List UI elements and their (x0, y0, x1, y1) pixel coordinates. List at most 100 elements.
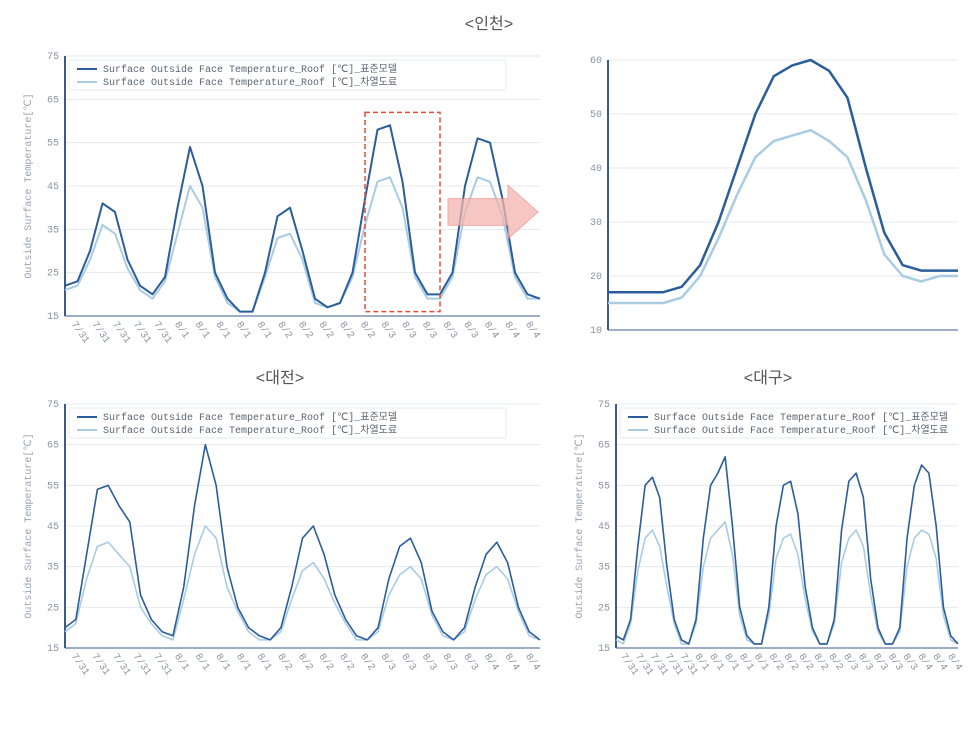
svg-text:8/1: 8/1 (171, 651, 191, 673)
svg-text:Outside Surface Temperature[℃]: Outside Surface Temperature[℃] (23, 93, 35, 278)
svg-text:8/4: 8/4 (481, 651, 501, 673)
svg-text:45: 45 (47, 182, 59, 193)
svg-text:8/1: 8/1 (736, 651, 756, 673)
svg-text:8/2: 8/2 (810, 651, 830, 673)
svg-text:8/2: 8/2 (825, 651, 845, 673)
svg-text:Outside Surface Temperature[℃]: Outside Surface Temperature[℃] (574, 433, 586, 618)
svg-text:8/2: 8/2 (274, 319, 294, 341)
svg-text:8/4: 8/4 (522, 651, 542, 673)
svg-text:8/1: 8/1 (233, 651, 253, 673)
svg-text:8/1: 8/1 (171, 319, 191, 341)
incheon-main-chart: 152535455565757/317/317/317/317/318/18/1… (10, 38, 550, 358)
svg-text:8/3: 8/3 (460, 319, 480, 341)
svg-text:8/3: 8/3 (440, 651, 460, 673)
svg-text:40: 40 (590, 164, 602, 175)
svg-text:35: 35 (47, 563, 59, 574)
svg-text:8/1: 8/1 (192, 319, 212, 341)
svg-text:8/4: 8/4 (915, 651, 935, 673)
title-incheon: <인천> (10, 10, 968, 34)
svg-text:55: 55 (598, 481, 610, 492)
title-daegu: <대구> (568, 364, 968, 388)
svg-text:8/2: 8/2 (316, 319, 336, 341)
svg-text:8/2: 8/2 (357, 319, 377, 341)
svg-text:Surface Outside Face Temperatu: Surface Outside Face Temperature_Roof [℃… (103, 411, 397, 424)
svg-text:8/4: 8/4 (502, 319, 522, 341)
svg-text:20: 20 (590, 272, 602, 283)
svg-text:8/3: 8/3 (900, 651, 920, 673)
svg-text:7/31: 7/31 (109, 651, 133, 678)
svg-text:50: 50 (590, 110, 602, 121)
svg-text:8/2: 8/2 (295, 651, 315, 673)
svg-text:8/3: 8/3 (440, 319, 460, 341)
daegu-chart: 152535455565757/317/317/317/317/318/18/1… (568, 390, 968, 690)
svg-text:35: 35 (598, 563, 610, 574)
svg-text:8/3: 8/3 (419, 651, 439, 673)
svg-text:15: 15 (47, 644, 59, 655)
svg-text:8/1: 8/1 (254, 319, 274, 341)
svg-text:8/2: 8/2 (336, 651, 356, 673)
svg-text:8/3: 8/3 (855, 651, 875, 673)
svg-text:65: 65 (598, 441, 610, 452)
svg-text:7/31: 7/31 (130, 651, 154, 678)
svg-text:35: 35 (47, 225, 59, 236)
svg-text:75: 75 (47, 52, 59, 63)
svg-text:8/4: 8/4 (522, 319, 542, 341)
svg-text:45: 45 (47, 522, 59, 533)
svg-text:8/2: 8/2 (295, 319, 315, 341)
svg-text:8/2: 8/2 (357, 651, 377, 673)
svg-text:30: 30 (590, 218, 602, 229)
svg-text:25: 25 (47, 603, 59, 614)
svg-text:7/31: 7/31 (151, 319, 175, 346)
svg-text:8/4: 8/4 (929, 651, 949, 673)
svg-text:8/3: 8/3 (419, 319, 439, 341)
svg-text:8/2: 8/2 (796, 651, 816, 673)
svg-text:Surface Outside Face Temperatu: Surface Outside Face Temperature_Roof [℃… (654, 424, 948, 437)
svg-text:Outside Surface Temperature[℃]: Outside Surface Temperature[℃] (23, 433, 35, 618)
svg-text:25: 25 (598, 603, 610, 614)
svg-text:8/3: 8/3 (378, 319, 398, 341)
svg-text:8/2: 8/2 (274, 651, 294, 673)
svg-text:8/1: 8/1 (706, 651, 726, 673)
svg-text:8/1: 8/1 (192, 651, 212, 673)
daejeon-chart: 152535455565757/317/317/317/317/318/18/1… (10, 390, 550, 690)
svg-text:8/2: 8/2 (316, 651, 336, 673)
svg-text:10: 10 (590, 326, 602, 337)
svg-text:8/3: 8/3 (460, 651, 480, 673)
svg-text:8/3: 8/3 (398, 319, 418, 341)
svg-text:7/31: 7/31 (89, 651, 113, 678)
svg-text:8/1: 8/1 (233, 319, 253, 341)
svg-text:65: 65 (47, 95, 59, 106)
svg-text:8/3: 8/3 (885, 651, 905, 673)
svg-text:7/31: 7/31 (89, 319, 113, 346)
svg-text:8/1: 8/1 (751, 651, 771, 673)
svg-text:8/2: 8/2 (766, 651, 786, 673)
svg-text:65: 65 (47, 441, 59, 452)
svg-text:8/2: 8/2 (336, 319, 356, 341)
svg-text:Surface Outside Face Temperatu: Surface Outside Face Temperature_Roof [℃… (654, 411, 948, 424)
svg-text:8/1: 8/1 (721, 651, 741, 673)
svg-text:8/1: 8/1 (254, 651, 274, 673)
svg-text:8/3: 8/3 (378, 651, 398, 673)
svg-text:15: 15 (598, 644, 610, 655)
svg-text:75: 75 (47, 400, 59, 411)
svg-text:55: 55 (47, 481, 59, 492)
incheon-zoom-chart: 10 20 30 40 50 60 (568, 38, 968, 358)
svg-text:Surface Outside Face Temperatu: Surface Outside Face Temperature_Roof [℃… (103, 424, 397, 437)
svg-text:45: 45 (598, 522, 610, 533)
svg-text:8/3: 8/3 (870, 651, 890, 673)
svg-text:7/31: 7/31 (151, 651, 175, 678)
svg-text:25: 25 (47, 269, 59, 280)
svg-text:55: 55 (47, 139, 59, 150)
svg-text:8/2: 8/2 (781, 651, 801, 673)
title-daejeon: <대전> (10, 364, 550, 388)
svg-text:8/3: 8/3 (398, 651, 418, 673)
svg-text:8/1: 8/1 (212, 651, 232, 673)
svg-text:8/4: 8/4 (502, 651, 522, 673)
svg-text:8/4: 8/4 (944, 651, 964, 673)
svg-text:60: 60 (590, 56, 602, 67)
svg-text:8/4: 8/4 (481, 319, 501, 341)
svg-text:75: 75 (598, 400, 610, 411)
svg-text:15: 15 (47, 312, 59, 323)
svg-text:8/3: 8/3 (840, 651, 860, 673)
svg-text:7/31: 7/31 (109, 319, 133, 346)
